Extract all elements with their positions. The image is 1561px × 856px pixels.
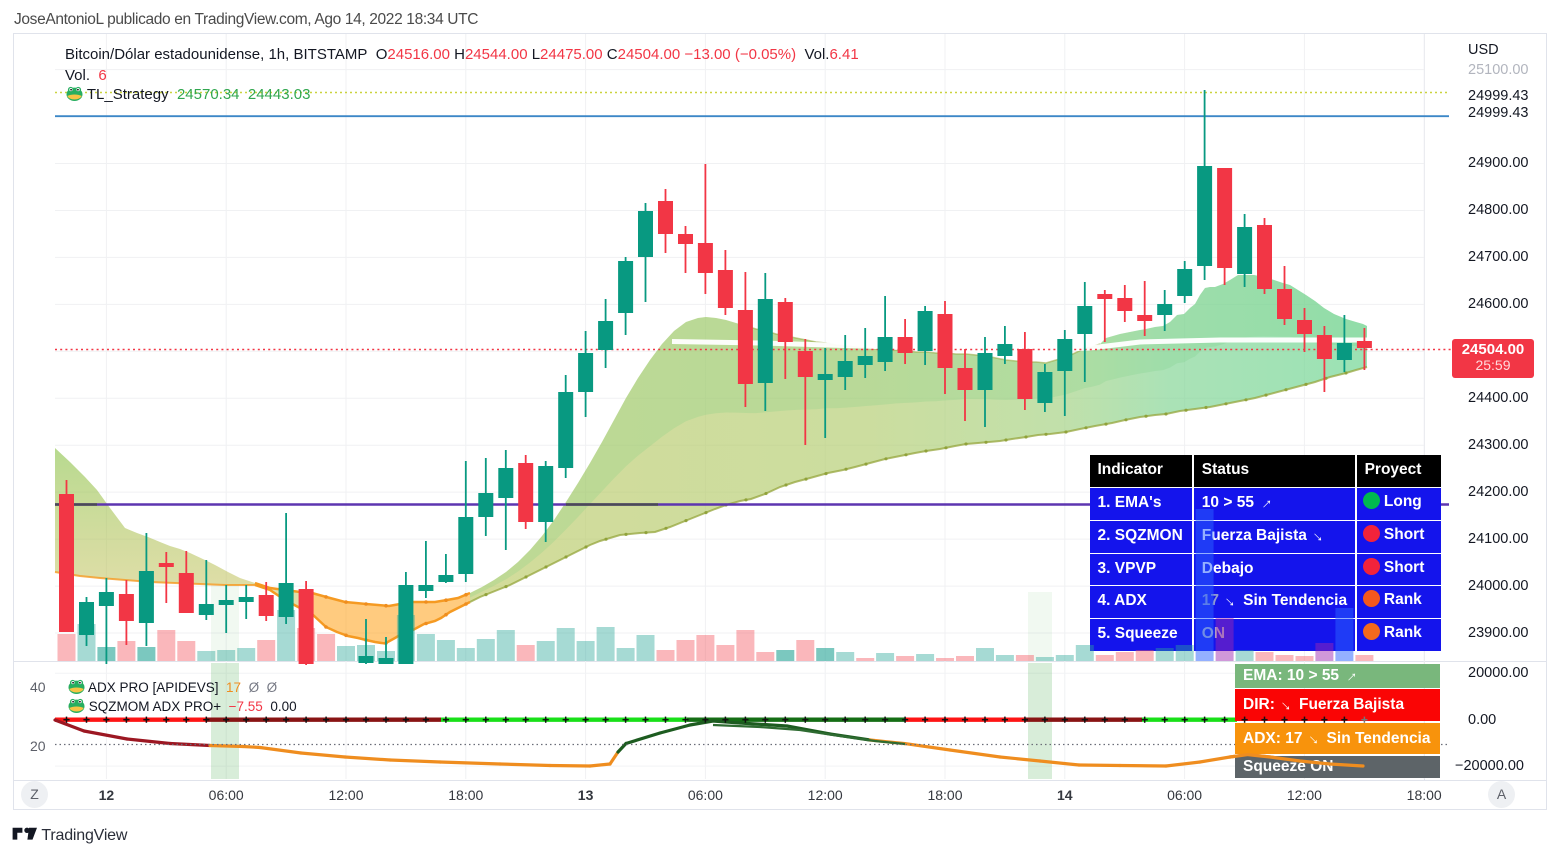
svg-text:TradingView: TradingView xyxy=(41,827,127,844)
